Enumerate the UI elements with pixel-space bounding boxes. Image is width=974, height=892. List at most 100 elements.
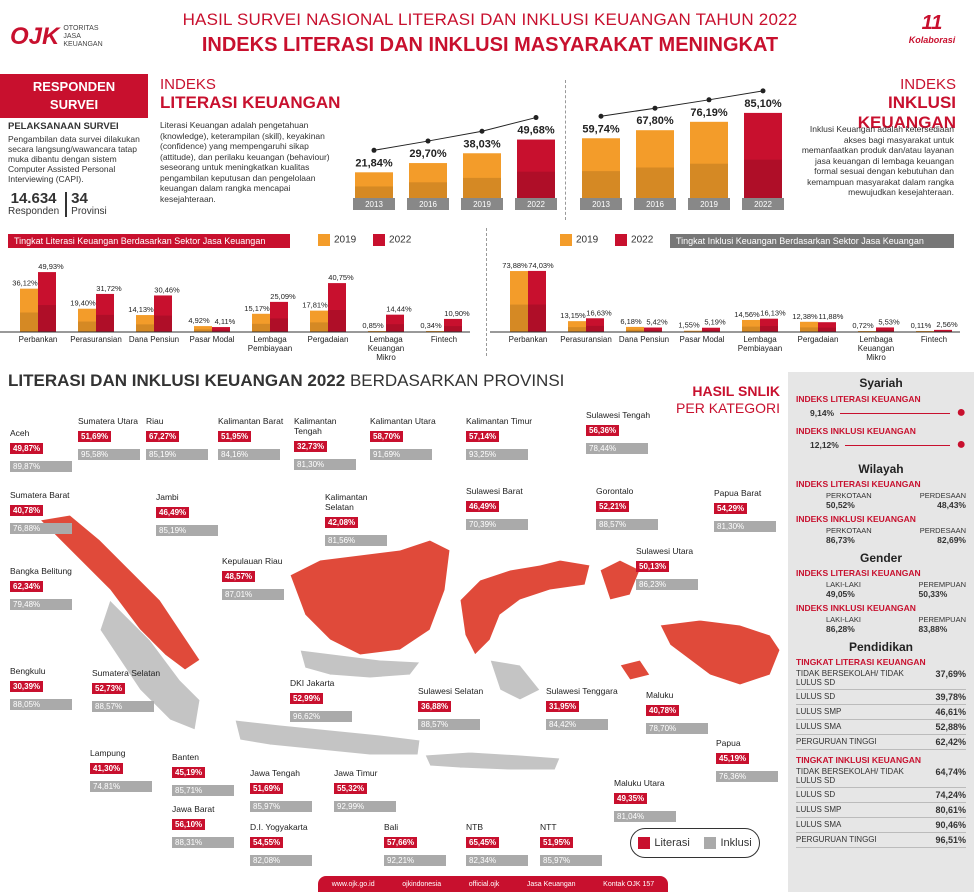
- bar-shade: [212, 329, 230, 332]
- year-label-bg: [407, 198, 449, 210]
- province-kalimantan-barat: Kalimantan Barat 51,95% 84,16%: [218, 416, 290, 462]
- category-label: Lembaga: [369, 335, 403, 344]
- bar-shade: [38, 305, 56, 332]
- value-label: 11,88%: [819, 312, 844, 321]
- value-label: 49,93%: [38, 262, 64, 271]
- province-sumatera-utara: Sumatera Utara 51,69% 95,58%: [78, 416, 150, 462]
- bar-2019-Perasuransian: [78, 308, 96, 332]
- bar-shade: [876, 329, 894, 332]
- inklusi-value: 70,39%: [466, 519, 528, 530]
- province-name: Papua Barat: [714, 488, 762, 498]
- year-label-bg: [515, 198, 557, 210]
- education-row: LULUS SD 39,78%: [796, 690, 966, 705]
- literasi-value: 58,70%: [370, 431, 404, 442]
- category-label: Perbankan: [509, 335, 548, 344]
- category-label: Pergadaian: [798, 335, 839, 344]
- wilayah-heading: Wilayah: [858, 462, 904, 476]
- literasi-sector-ribbon: Tingkat Literasi Keuangan Berdasarkan Se…: [8, 234, 290, 248]
- category-label: Dana Pensiun: [129, 335, 179, 344]
- bar-shade: [386, 324, 404, 332]
- inklusi-value: 88,57%: [92, 701, 154, 712]
- province-name: Sulawesi Tenggara: [546, 686, 618, 696]
- value-label: 15,17%: [244, 304, 270, 313]
- province-aceh: Aceh 49,87% 89,87%: [10, 428, 82, 474]
- literasi-value: 36,88%: [418, 701, 452, 712]
- province-sulawesi-tenggara: Sulawesi Tenggara 31,95% 84,42%: [546, 686, 618, 732]
- literasi-value: 51,69%: [250, 783, 284, 794]
- value-label: 16,63%: [586, 308, 612, 317]
- education-row: PERGURUAN TINGGI 62,42%: [796, 735, 966, 750]
- year-label: 2016: [646, 200, 664, 209]
- education-row: LULUS SMP 80,61%: [796, 803, 966, 818]
- bar-2019-Dana Pensiun: [626, 326, 644, 332]
- education-row: PERGURUAN TINGGI 96,51%: [796, 833, 966, 848]
- value-label: 4,11%: [215, 317, 236, 326]
- year-label-bg: [742, 198, 784, 210]
- province-name: Aceh: [10, 428, 30, 438]
- inklusi-value: 76,88%: [10, 523, 72, 534]
- bar-shade: [582, 171, 620, 198]
- inklusi-value: 79,48%: [10, 599, 72, 610]
- literasi-value: 54,29%: [714, 503, 748, 514]
- bar-2019: [463, 153, 501, 198]
- province-kepulauan-riau: Kepulauan Riau 48,57% 87,01%: [222, 556, 294, 602]
- bar-2022-Perbankan: [38, 272, 56, 332]
- province-sulawesi-utara: Sulawesi Utara 50,13% 86,23%: [636, 546, 708, 592]
- snlik-heading: HASIL SNLIK PER KATEGORI: [676, 383, 780, 416]
- literasi-value: 30,39%: [10, 681, 44, 692]
- province-name: Kalimantan Utara: [370, 416, 436, 426]
- footer-youtube[interactable]: Jasa Keuangan: [526, 880, 576, 888]
- year-label: 2013: [592, 200, 610, 209]
- province-name: Jawa Tengah: [250, 768, 300, 778]
- value-label: 67,80%: [636, 115, 674, 127]
- bar-2019-Dana Pensiun: [136, 315, 154, 332]
- inklusi-value: 78,70%: [646, 723, 708, 734]
- value-label: 73,88%: [502, 261, 528, 270]
- value-label: 1,55%: [678, 321, 700, 330]
- province-name: Sumatera Selatan: [92, 668, 161, 678]
- bar-shade: [20, 312, 38, 332]
- footer-contact[interactable]: Kontak OJK 157: [603, 880, 655, 888]
- literasi-value: 46,49%: [156, 507, 190, 518]
- footer-social[interactable]: ojkindonesia: [402, 880, 442, 888]
- province-name: Jawa Barat: [172, 804, 215, 814]
- inklusi-heading: INDEKS INKLUSI KEUANGAN: [857, 76, 956, 132]
- footer-website[interactable]: www.ojk.go.id: [331, 880, 375, 888]
- category-label: Fintech: [431, 335, 457, 344]
- literasi-value: 62,34%: [10, 581, 44, 592]
- literasi-value: 56,36%: [586, 425, 620, 436]
- value-label: 0,85%: [362, 321, 384, 330]
- value-label: 6,18%: [620, 317, 642, 326]
- province-name: Maluku Utara: [614, 778, 665, 788]
- category-label: Keuangan: [858, 344, 894, 353]
- value-label: 30,46%: [154, 285, 180, 294]
- province-name: Lampung: [90, 748, 126, 758]
- bar-2022-Fintech: [444, 318, 462, 332]
- year-label: 2013: [365, 200, 383, 209]
- province-bengkulu: Bengkulu 30,39% 88,05%: [10, 666, 82, 712]
- value-label: 10,90%: [444, 309, 470, 318]
- footer-facebook[interactable]: official.ojk: [468, 880, 500, 888]
- inklusi-value: 88,05%: [10, 699, 72, 710]
- province-name: Maluku: [646, 690, 674, 700]
- literasi-value: 45,19%: [716, 753, 750, 764]
- education-row: LULUS SMP 46,61%: [796, 705, 966, 720]
- education-row: TIDAK BERSEKOLAH/ TIDAK LULUS SD 37,69%: [796, 667, 966, 690]
- year-label-bg: [688, 198, 730, 210]
- value-label: 12,38%: [792, 312, 818, 321]
- province-name: Sulawesi Barat: [466, 486, 523, 496]
- inklusi-value: 84,16%: [218, 449, 280, 460]
- category-label: Pembiayaan: [248, 344, 292, 353]
- bar-shade: [136, 324, 154, 332]
- trend-point: [533, 115, 539, 121]
- inklusi-sector-chart: 73,88% 74,03% Perbankan 13,15% 16,63% Perasur…: [490, 261, 960, 360]
- trend-point: [760, 88, 766, 94]
- education-row: TIDAK BERSEKOLAH/ TIDAK LULUS SD 64,74%: [796, 765, 966, 788]
- literasi-sector-chart: 36,12%49,93% Perbankan 19,40%31,72% Perasur…: [0, 262, 470, 360]
- literasi-value: 31,95%: [546, 701, 580, 712]
- bar-shade: [510, 304, 528, 332]
- province-name: Bangka Belitung: [10, 566, 72, 576]
- bar-2022-Perbankan: [528, 270, 546, 332]
- value-label: 4,92%: [188, 316, 210, 325]
- value-label: 13,15%: [560, 311, 586, 320]
